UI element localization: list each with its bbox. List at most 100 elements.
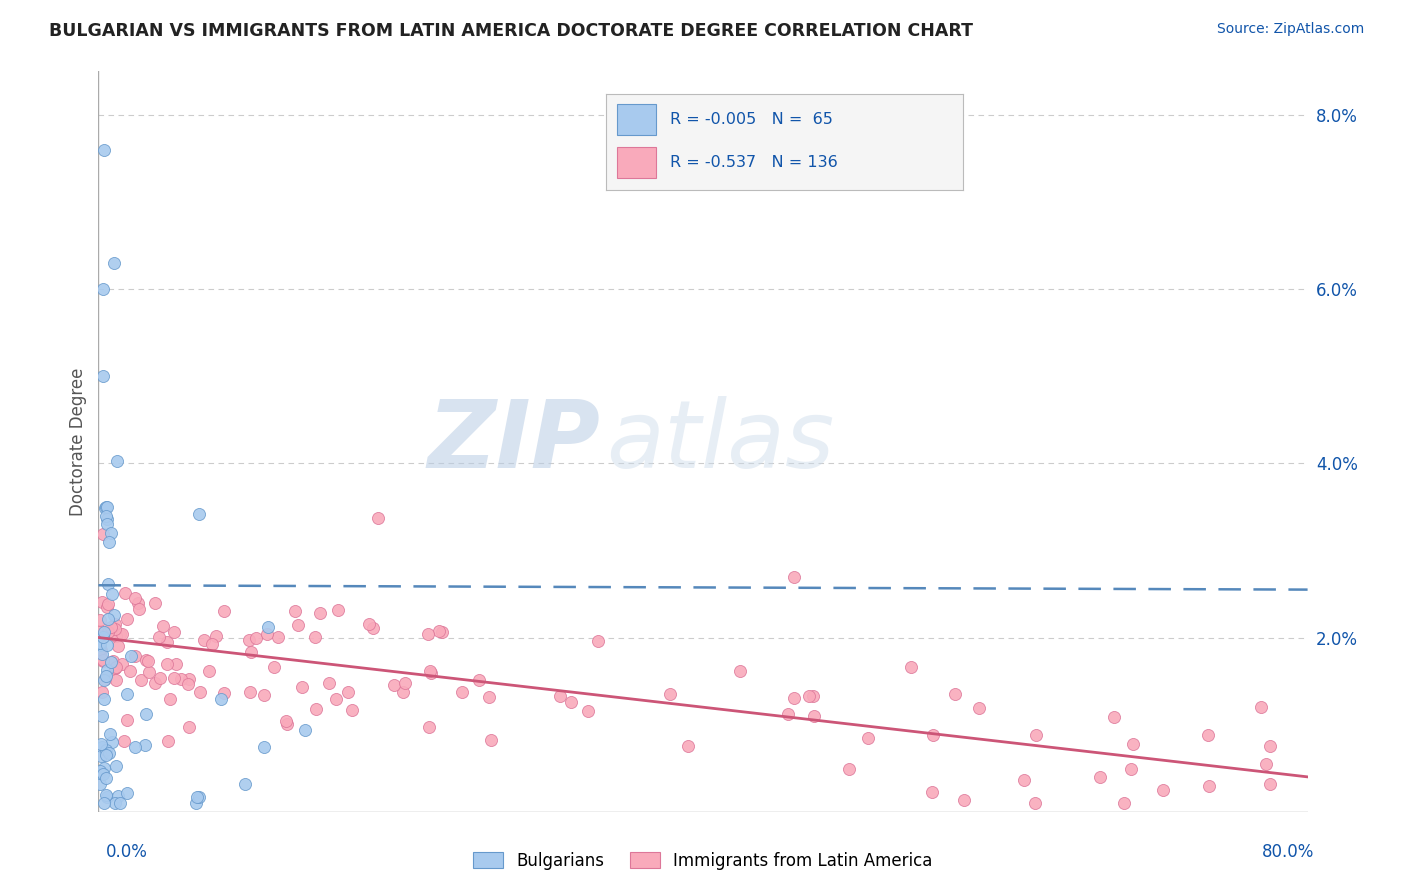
- Point: [801, 689, 824, 703]
- Point: [112, 734, 135, 748]
- Point: [391, 685, 413, 699]
- Point: [294, 723, 316, 738]
- Point: [90, 748, 112, 763]
- Point: [776, 707, 799, 722]
- Point: [91, 653, 114, 667]
- Point: [91, 709, 114, 723]
- Point: [103, 654, 125, 668]
- Point: [104, 617, 127, 632]
- Point: [105, 629, 128, 643]
- Point: [156, 635, 179, 649]
- Point: [318, 676, 340, 690]
- Point: [325, 691, 347, 706]
- Point: [114, 586, 136, 600]
- Point: [96, 790, 118, 805]
- Point: [468, 673, 491, 688]
- Point: [205, 629, 228, 643]
- Point: [134, 738, 156, 752]
- Point: [430, 625, 453, 640]
- Point: [337, 685, 360, 699]
- Y-axis label: Doctorate Degree: Doctorate Degree: [69, 368, 87, 516]
- Point: [97, 747, 120, 761]
- Point: [96, 500, 118, 514]
- Point: [105, 454, 128, 468]
- Point: [101, 735, 124, 749]
- Legend: Bulgarians, Immigrants from Latin America: Bulgarians, Immigrants from Latin Americ…: [467, 846, 939, 877]
- Point: [93, 761, 115, 775]
- Point: [357, 616, 380, 631]
- Point: [170, 673, 193, 687]
- Point: [91, 685, 114, 699]
- Point: [89, 764, 111, 778]
- Point: [177, 720, 200, 734]
- Point: [91, 527, 114, 541]
- Point: [239, 644, 262, 658]
- Point: [658, 687, 681, 701]
- Point: [94, 668, 117, 682]
- Point: [287, 618, 309, 632]
- Point: [952, 793, 974, 807]
- Point: [138, 665, 160, 680]
- Point: [233, 777, 256, 791]
- Point: [100, 620, 122, 634]
- Point: [108, 627, 131, 641]
- Point: [97, 612, 120, 626]
- Point: [451, 685, 474, 699]
- Point: [93, 796, 115, 810]
- Point: [96, 600, 118, 615]
- Text: atlas: atlas: [606, 396, 835, 487]
- Point: [1012, 772, 1035, 787]
- Point: [91, 739, 114, 754]
- Point: [156, 657, 179, 671]
- Point: [101, 587, 124, 601]
- Point: [96, 663, 118, 677]
- Point: [1197, 728, 1219, 742]
- Point: [117, 612, 139, 626]
- Point: [97, 576, 120, 591]
- Point: [238, 633, 260, 648]
- Point: [1025, 728, 1047, 742]
- Point: [103, 256, 125, 270]
- Point: [96, 517, 118, 532]
- Point: [479, 732, 502, 747]
- Point: [267, 630, 290, 644]
- Point: [94, 742, 117, 756]
- Point: [1250, 699, 1272, 714]
- Point: [304, 630, 326, 644]
- Point: [91, 595, 114, 609]
- Point: [257, 620, 280, 634]
- Point: [115, 713, 138, 727]
- Point: [104, 661, 127, 675]
- Point: [111, 627, 134, 641]
- Point: [94, 771, 117, 785]
- Point: [418, 720, 440, 734]
- Point: [548, 689, 571, 703]
- Point: [382, 678, 405, 692]
- Point: [93, 673, 115, 687]
- Point: [149, 671, 172, 685]
- Point: [198, 664, 221, 678]
- Point: [131, 673, 153, 687]
- Point: [783, 569, 806, 583]
- Point: [253, 689, 276, 703]
- Point: [104, 796, 127, 810]
- Point: [309, 606, 332, 620]
- Point: [89, 613, 111, 627]
- Point: [177, 676, 200, 690]
- Point: [117, 786, 139, 800]
- Point: [94, 747, 117, 762]
- Point: [728, 665, 751, 679]
- Point: [1258, 739, 1281, 754]
- Text: Source: ZipAtlas.com: Source: ZipAtlas.com: [1216, 22, 1364, 37]
- Point: [124, 591, 146, 606]
- Point: [135, 706, 157, 721]
- Point: [419, 666, 441, 681]
- Point: [104, 661, 127, 675]
- Point: [98, 534, 121, 549]
- Point: [89, 624, 111, 638]
- Point: [120, 648, 142, 663]
- Point: [91, 282, 114, 296]
- Point: [783, 691, 806, 706]
- Point: [838, 762, 860, 776]
- Point: [89, 646, 111, 660]
